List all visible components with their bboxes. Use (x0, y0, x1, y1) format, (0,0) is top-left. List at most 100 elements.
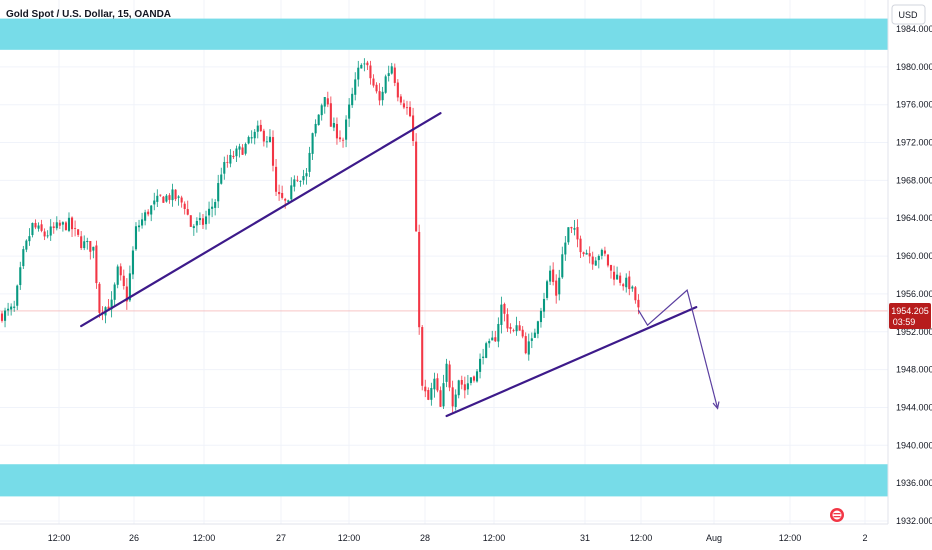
currency-button-frame[interactable] (891, 4, 926, 25)
candle-body (530, 338, 533, 341)
candle (220, 167, 223, 185)
candle (311, 132, 314, 161)
candle (98, 282, 101, 318)
candle (317, 114, 320, 126)
candle (497, 317, 500, 348)
currency-button[interactable]: USD (891, 4, 926, 25)
candle-body (19, 267, 22, 286)
candle (418, 224, 421, 335)
x-tick-label: 12:00 (483, 533, 506, 543)
candle (201, 214, 205, 230)
candle-body (518, 325, 521, 331)
candle-body (198, 217, 201, 221)
candle-body (80, 236, 83, 249)
candle-body (153, 200, 156, 205)
candle (558, 269, 561, 301)
candle-body (415, 141, 418, 232)
candle-body (250, 137, 253, 139)
candle-body (326, 98, 329, 105)
trendlines-layer[interactable] (80, 112, 698, 418)
candle-body (296, 179, 299, 181)
candle (488, 338, 491, 348)
candle (591, 251, 594, 270)
candle-body (281, 192, 284, 198)
candle (533, 328, 536, 338)
candle (335, 117, 338, 145)
candle-body (55, 222, 58, 229)
candle (214, 199, 217, 216)
candle (378, 83, 381, 106)
candle (131, 246, 134, 280)
candle-body (427, 390, 430, 400)
zone-1[interactable] (0, 464, 888, 497)
candle-body (177, 196, 180, 198)
candle (597, 254, 600, 269)
candle (491, 330, 494, 341)
candle (238, 143, 241, 158)
candle-body (387, 73, 390, 76)
trendline-0[interactable] (80, 112, 442, 328)
candle-body (338, 137, 342, 140)
zone-0[interactable] (0, 18, 888, 50)
candle (506, 308, 509, 332)
candle (229, 149, 232, 168)
candle-body (7, 308, 10, 311)
time-axis[interactable]: 12:00 26 12:00 27 12:00 28 12:00 31 12:00 Aug 12:0… (48, 533, 868, 543)
candle-body (119, 266, 122, 276)
candle (271, 130, 275, 172)
candle (137, 219, 141, 232)
candle-body (625, 277, 628, 288)
candle (256, 120, 259, 139)
trendline-1[interactable] (445, 306, 698, 418)
price-label-countdown: 03:59 (893, 317, 916, 327)
candle-body (271, 137, 275, 166)
candle (141, 212, 144, 229)
x-tick-label: 26 (129, 533, 139, 543)
candle (278, 184, 281, 201)
candle (381, 86, 384, 106)
price-axis[interactable]: 1984.000 1980.000 1976.000 1972.000 1968.000… (896, 24, 932, 526)
candle-body (86, 240, 89, 243)
candle-body (332, 122, 335, 128)
candle (320, 103, 323, 121)
candle-body (482, 356, 485, 358)
candle (332, 117, 335, 132)
candle-body (597, 255, 600, 261)
candle-body (408, 107, 412, 117)
candle-body (189, 215, 192, 227)
candle-body (46, 235, 49, 237)
candle-body (564, 242, 567, 255)
candle (351, 87, 354, 108)
candle (119, 263, 122, 281)
candle-body (70, 217, 74, 230)
candle (31, 222, 34, 238)
candle-body (485, 343, 488, 358)
candle (338, 130, 342, 142)
candle-body (366, 62, 369, 66)
candle-body (180, 197, 183, 203)
candle-body (616, 274, 619, 280)
candle-body (609, 265, 613, 271)
candle-body (536, 321, 539, 334)
candle-body (220, 174, 223, 184)
candle-body (61, 222, 64, 225)
candle-body (3, 310, 7, 321)
projection-path[interactable] (637, 289, 719, 409)
candle (296, 175, 299, 182)
candle-body (527, 341, 530, 355)
candle-body (631, 286, 634, 289)
candle (13, 300, 16, 312)
candle (515, 316, 518, 336)
candle-body (305, 173, 308, 177)
candle-body (134, 226, 138, 250)
currency-label[interactable]: USD (898, 10, 918, 20)
candle (180, 195, 183, 208)
candle-body (600, 249, 603, 256)
candle (125, 278, 128, 310)
projection-layer[interactable] (637, 289, 720, 410)
candle-body (591, 256, 594, 265)
candle (150, 204, 153, 222)
candle (134, 222, 138, 251)
projection-arrowhead (712, 401, 720, 410)
